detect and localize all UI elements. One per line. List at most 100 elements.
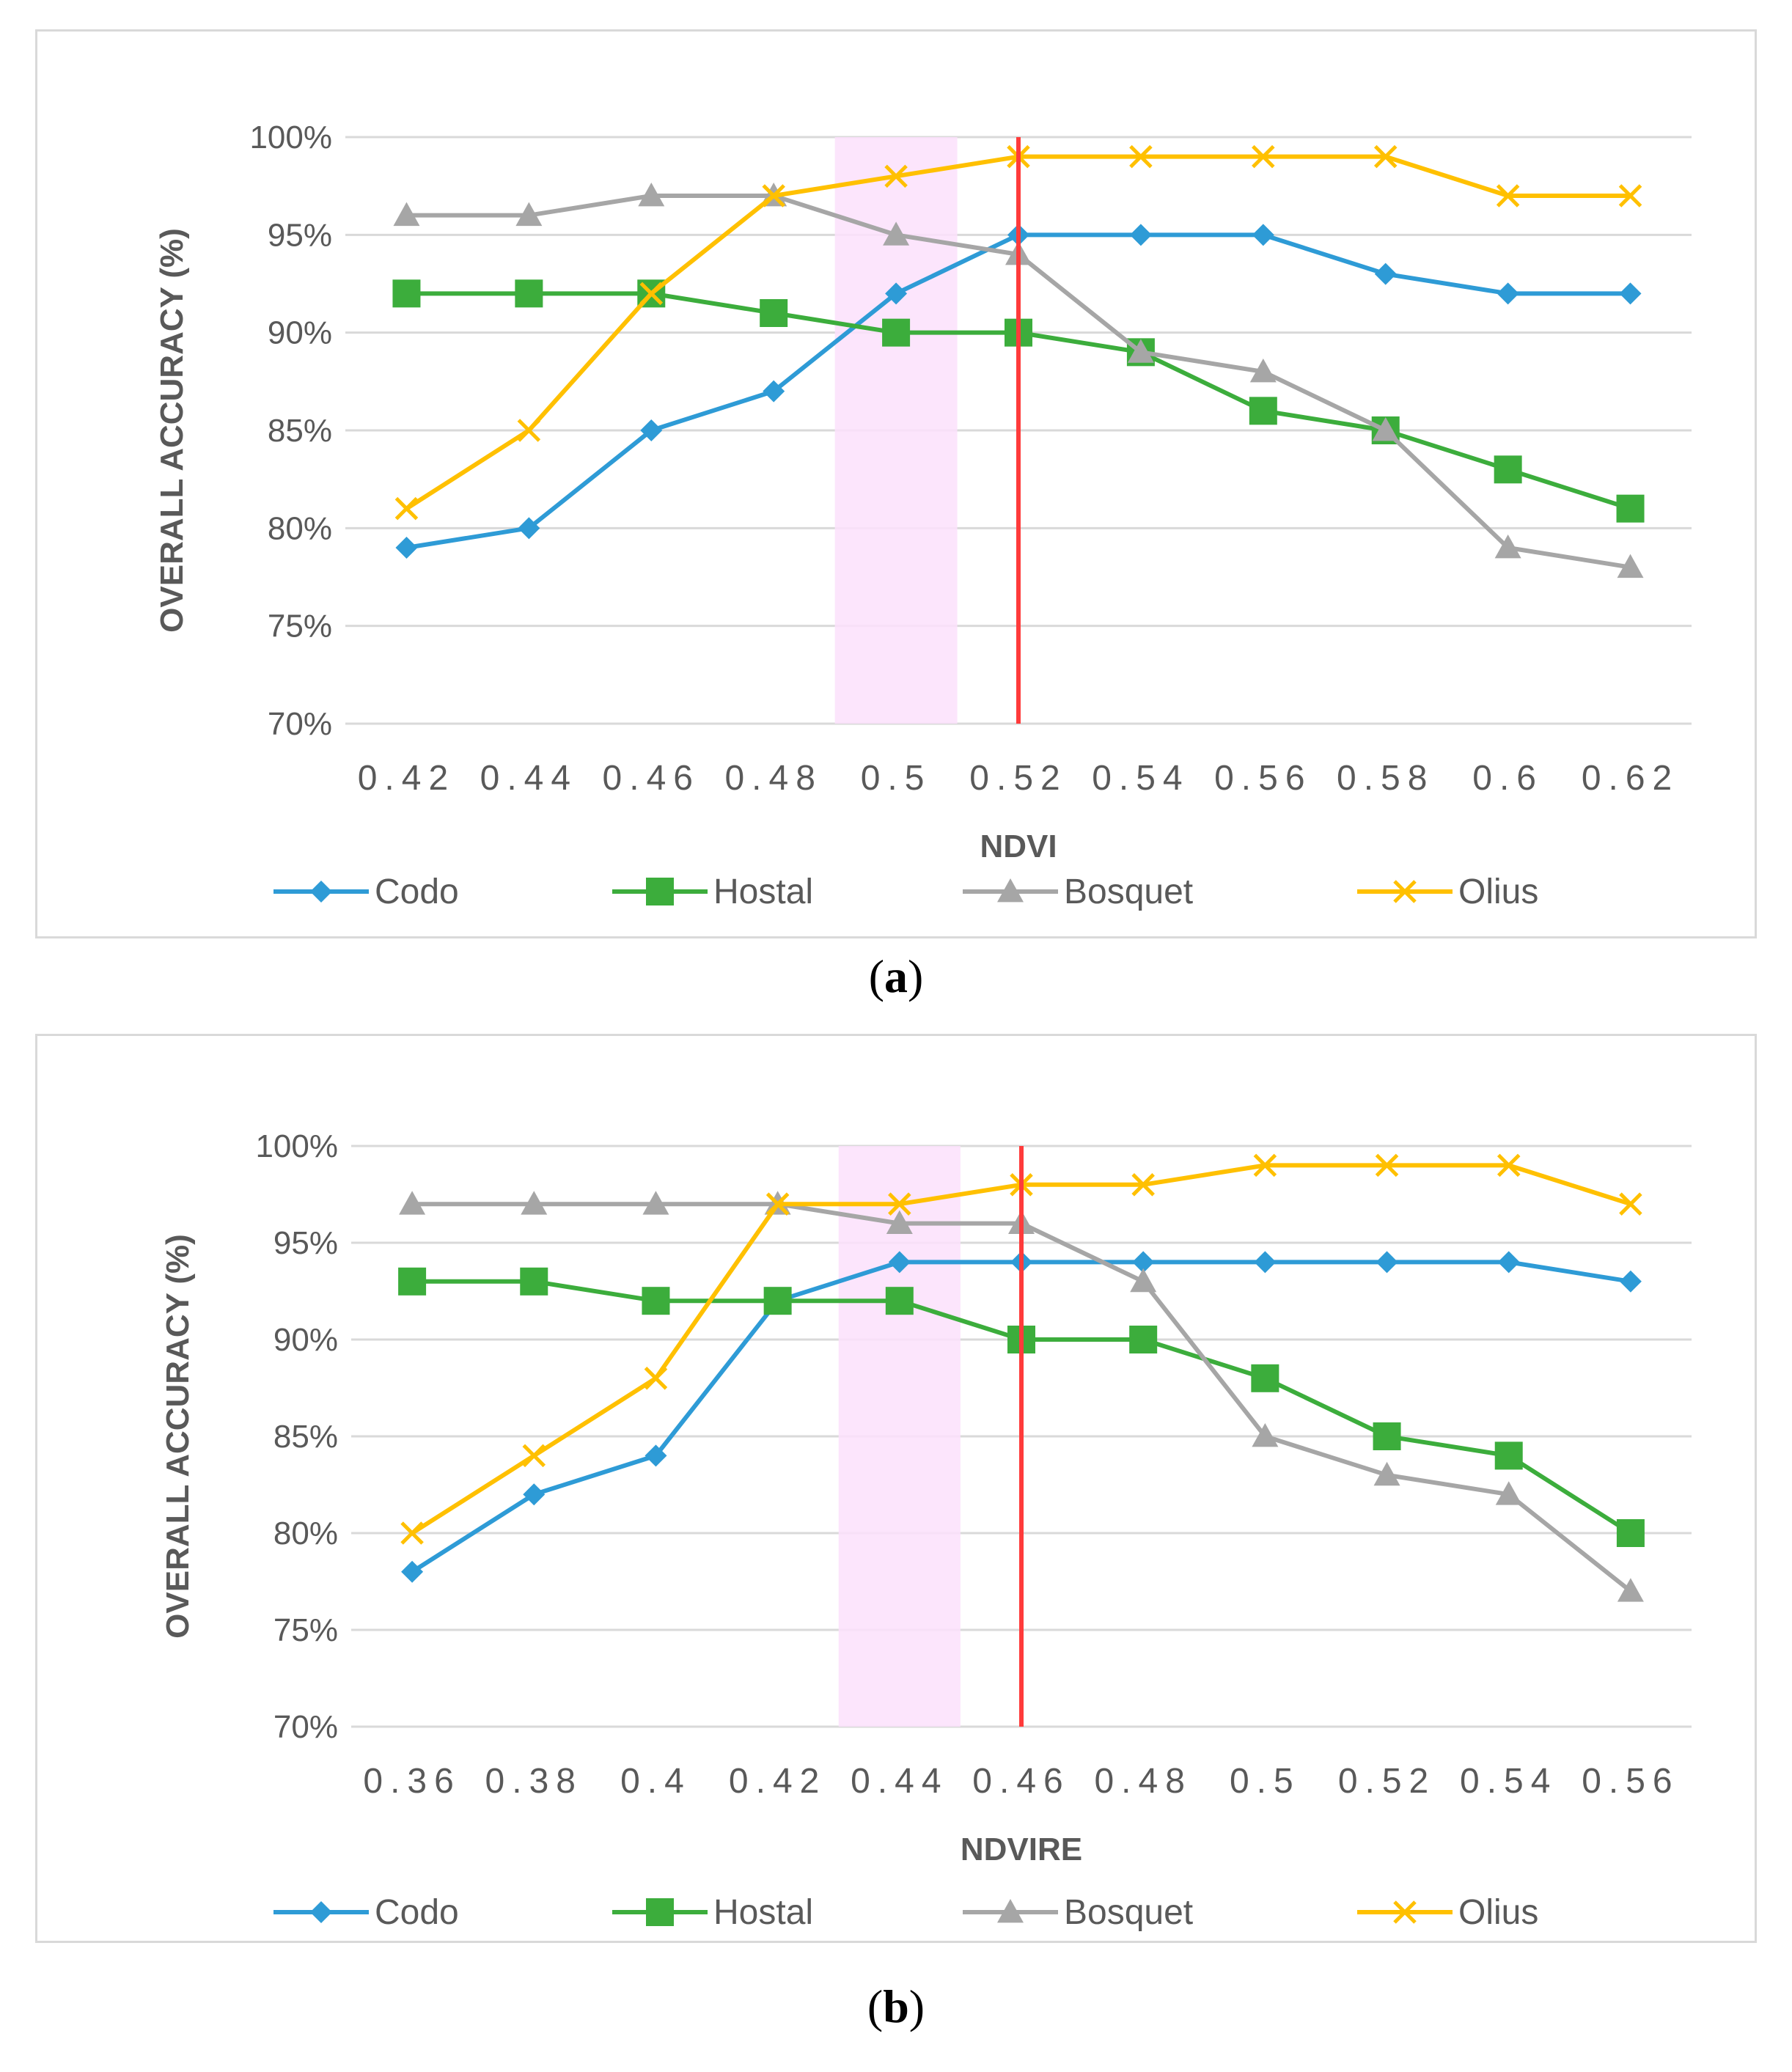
data-point-codo bbox=[640, 419, 663, 441]
data-point-olius bbox=[517, 419, 541, 442]
legend-label: Bosquet bbox=[1064, 1893, 1193, 1932]
data-point-codo bbox=[1252, 224, 1274, 246]
legend-item-codo: Codo bbox=[273, 872, 459, 911]
data-point-olius bbox=[765, 1192, 790, 1216]
data-point-bosquet bbox=[515, 202, 543, 227]
legend-item-bosquet: Bosquet bbox=[963, 872, 1193, 911]
x-tick-label: 0.52 bbox=[969, 759, 1067, 798]
data-point-bosquet bbox=[1494, 534, 1521, 559]
data-point-codo bbox=[1619, 282, 1642, 305]
x-tick-label: 0.5 bbox=[861, 759, 932, 798]
caption-b-label: b bbox=[883, 1980, 909, 2032]
x-tick-label: 0.38 bbox=[485, 1762, 583, 1801]
data-point-codo bbox=[395, 537, 418, 559]
data-point-bosquet bbox=[886, 1210, 913, 1234]
y-tick-label: 85% bbox=[273, 1419, 338, 1455]
data-point-bosquet bbox=[1249, 359, 1277, 383]
x-tick-label: 0.36 bbox=[363, 1762, 460, 1801]
data-point-hostal bbox=[1616, 1519, 1645, 1547]
legend-marker-bosquet bbox=[997, 1899, 1024, 1923]
data-point-olius bbox=[522, 1444, 546, 1468]
data-point-bosquet bbox=[399, 1191, 426, 1215]
data-point-olius bbox=[762, 184, 785, 207]
caption-a: (a) bbox=[868, 950, 924, 1002]
data-point-hostal bbox=[1494, 455, 1522, 484]
data-point-olius bbox=[1131, 1173, 1155, 1197]
legend-label: Codo bbox=[375, 872, 459, 911]
legend-label: Codo bbox=[375, 1893, 459, 1932]
y-tick-label: 85% bbox=[268, 413, 332, 449]
data-point-hostal bbox=[520, 1267, 548, 1296]
data-point-hostal bbox=[1616, 494, 1645, 523]
legend-marker-olius bbox=[1393, 880, 1417, 903]
data-point-bosquet bbox=[1617, 1578, 1644, 1602]
x-tick-label: 0.42 bbox=[729, 1762, 826, 1801]
data-point-bosquet bbox=[883, 221, 910, 246]
data-point-hostal bbox=[1129, 1326, 1158, 1353]
data-point-hostal bbox=[1249, 397, 1277, 425]
data-point-bosquet bbox=[521, 1191, 548, 1215]
data-point-bosquet bbox=[1617, 554, 1644, 578]
y-tick-label: 100% bbox=[255, 1128, 338, 1164]
y-tick-label: 70% bbox=[273, 1709, 338, 1745]
series-hostal bbox=[398, 1267, 1645, 1547]
data-point-hostal bbox=[1373, 1422, 1401, 1450]
caption-a-label: a bbox=[884, 950, 908, 1002]
x-tick-label: 0.48 bbox=[724, 759, 822, 798]
chart-b-svg: 70% 75% 80% 85% 90% 95% 100% 0.36 0.38 0.4 0.42 0.4… bbox=[160, 1128, 1692, 1932]
chart-a-svg: 70% 75% 80% 85% 90% 95% 100% 0.42 0.44 0.46 0.48 0.… bbox=[154, 120, 1692, 911]
legend-item-olius: Olius bbox=[1357, 872, 1538, 911]
y-tick-label: 100% bbox=[249, 120, 332, 155]
data-point-codo bbox=[1619, 1270, 1642, 1293]
y-axis-title: OVERALL ACCURACY (%) bbox=[160, 1234, 196, 1639]
x-tick-label: 0.56 bbox=[1214, 759, 1312, 798]
highlight-band bbox=[838, 1146, 961, 1727]
data-point-codo bbox=[1376, 1251, 1398, 1274]
legend-label: Olius bbox=[1458, 1893, 1538, 1932]
x-tick-label: 0.46 bbox=[972, 1762, 1070, 1801]
legend-marker-hostal bbox=[646, 1898, 674, 1926]
legend-marker-bosquet bbox=[997, 878, 1024, 903]
data-point-codo bbox=[523, 1483, 546, 1506]
legend-label: Hostal bbox=[713, 872, 813, 911]
data-point-olius bbox=[400, 1521, 424, 1545]
x-tick-label: 0.42 bbox=[358, 759, 455, 798]
y-tick-label: 95% bbox=[268, 217, 332, 253]
x-tick-label: 0.58 bbox=[1337, 759, 1434, 798]
data-point-hostal bbox=[1494, 1441, 1523, 1470]
data-point-codo bbox=[1129, 224, 1152, 246]
y-tick-label: 75% bbox=[273, 1612, 338, 1648]
data-point-hostal bbox=[392, 279, 421, 308]
data-point-olius bbox=[1497, 1153, 1521, 1178]
legend-item-bosquet: Bosquet bbox=[963, 1893, 1193, 1932]
x-tick-label: 0.48 bbox=[1094, 1762, 1191, 1801]
data-point-olius bbox=[1375, 1153, 1399, 1178]
x-tick-label: 0.62 bbox=[1582, 759, 1679, 798]
data-point-olius bbox=[1253, 1153, 1277, 1178]
data-point-olius bbox=[639, 282, 664, 306]
legend-label: Olius bbox=[1458, 872, 1538, 911]
legend-label: Bosquet bbox=[1064, 872, 1193, 911]
data-point-hostal bbox=[760, 299, 788, 327]
x-tick-label: 0.44 bbox=[480, 759, 578, 798]
x-tick-label: 0.54 bbox=[1460, 1762, 1557, 1801]
y-tick-label: 80% bbox=[273, 1516, 338, 1551]
data-point-hostal bbox=[398, 1267, 427, 1296]
data-point-hostal bbox=[1251, 1364, 1279, 1392]
y-tick-label: 75% bbox=[268, 609, 332, 644]
y-tick-label: 95% bbox=[273, 1225, 338, 1261]
data-point-bosquet bbox=[1252, 1423, 1279, 1447]
data-point-codo bbox=[401, 1560, 424, 1583]
data-point-bosquet bbox=[1130, 1268, 1157, 1293]
data-point-hostal bbox=[885, 1287, 914, 1315]
data-point-bosquet bbox=[1127, 339, 1154, 363]
data-point-hostal bbox=[763, 1287, 792, 1315]
caption-b: (b) bbox=[867, 1980, 925, 2032]
y-tick-label: 90% bbox=[268, 315, 332, 351]
chart-panel-a: 70% 75% 80% 85% 90% 95% 100% 0.42 0.44 0.46 0.48 0.… bbox=[35, 29, 1757, 938]
x-axis-title: NDVI bbox=[980, 829, 1057, 864]
data-point-hostal bbox=[882, 318, 911, 347]
data-point-bosquet bbox=[393, 202, 420, 227]
y-tick-label: 80% bbox=[268, 510, 332, 546]
data-point-codo bbox=[888, 1251, 911, 1274]
